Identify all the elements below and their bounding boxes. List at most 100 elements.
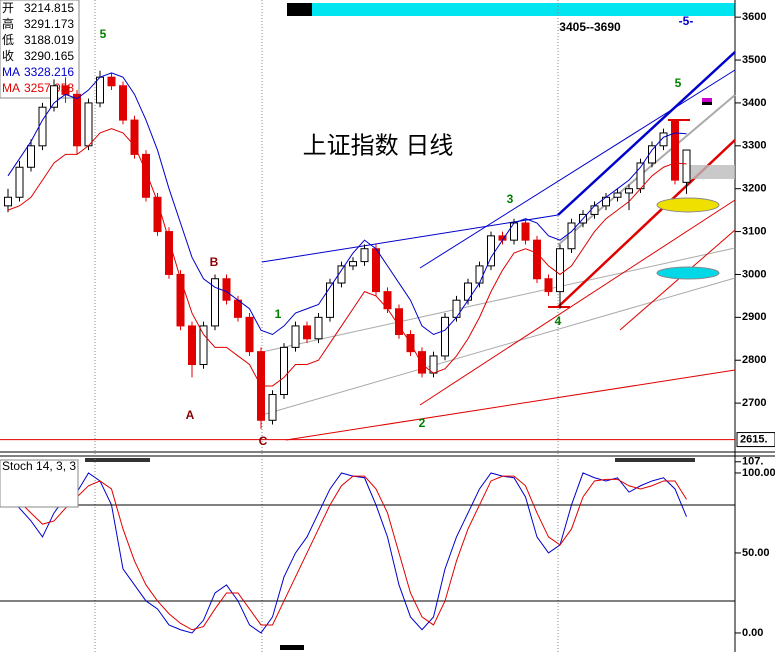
candle-body (27, 145, 35, 168)
target-ellipse (656, 197, 720, 213)
candle-body (38, 106, 47, 147)
flag (702, 102, 712, 105)
trend-lines (261, 51, 736, 441)
series-line (7, 128, 687, 387)
target-ellipse (656, 266, 720, 280)
annotation: B (210, 255, 219, 269)
y-tick-label: 2700 (742, 397, 766, 409)
candle-body (475, 265, 484, 284)
annotation: 3405--3690 (559, 20, 621, 34)
flag (702, 98, 712, 104)
y-tick-label: 3500 (742, 54, 766, 66)
candle-body (441, 316, 449, 357)
legend-bg (1, 66, 78, 80)
candle-body (119, 85, 127, 121)
series-line (7, 475, 687, 631)
scroll-bar (280, 645, 304, 650)
y-tick-label: 3600 (742, 11, 766, 23)
range-bar (312, 3, 735, 16)
candle-body (590, 205, 599, 215)
candle-body (199, 325, 208, 366)
candle-body (61, 85, 70, 95)
y-tick-label: 3200 (742, 183, 766, 195)
candle-body (510, 222, 518, 241)
candle-body (222, 278, 231, 301)
zone (690, 165, 735, 179)
annotation: -5- (679, 14, 694, 28)
candle-body (360, 248, 369, 263)
candle-body (280, 346, 288, 396)
legend-name: MA (2, 81, 20, 95)
candle-body (452, 299, 461, 318)
candle-body (372, 248, 380, 293)
legend-name: MA (2, 65, 20, 79)
info-value: 3291.173 (24, 17, 74, 31)
price-marker-label: 2615. (740, 433, 768, 445)
candle-body (648, 145, 656, 164)
y-tick-label: 0.00 (742, 627, 763, 639)
scroll-bar (85, 458, 150, 462)
candle-body (429, 355, 438, 374)
candle-body (314, 316, 323, 340)
candle-body (682, 149, 691, 183)
info-value: 3188.019 (24, 33, 74, 47)
candle-body (291, 325, 300, 348)
info-label: 收 (2, 49, 14, 63)
annotation: 2 (419, 416, 426, 430)
annotation: A (186, 408, 195, 422)
candle-body (142, 153, 150, 198)
candle-body (176, 273, 185, 327)
legend-bg (1, 82, 78, 96)
annotation: 3 (507, 192, 514, 206)
series-line (7, 472, 687, 634)
legend-box (0, 459, 79, 508)
chart-title: 上证指数 日线 (303, 132, 454, 159)
candle-body (73, 93, 81, 147)
series-line (7, 72, 687, 336)
annotation: 5 (675, 76, 682, 90)
candle-body (130, 119, 139, 155)
y-tick-label: 2800 (742, 354, 766, 366)
candle-body (4, 196, 12, 207)
y-tick-label: 3300 (742, 140, 766, 152)
candle-body (84, 102, 93, 147)
candle-body (326, 282, 334, 318)
stoch-title: Stoch 14, 3, 3 (2, 459, 76, 473)
info-value: 3290.165 (24, 49, 74, 63)
candle-body (613, 192, 622, 198)
candle-body (268, 394, 277, 421)
annotation: C (259, 434, 268, 448)
candle-body (96, 76, 104, 104)
candle-body (50, 85, 58, 108)
annotation: 5 (100, 27, 107, 41)
candle-body (165, 231, 173, 275)
candle-body (487, 235, 495, 267)
candle-body (418, 351, 426, 374)
info-label: 开 (2, 1, 14, 15)
candle-body (671, 119, 679, 181)
candle-body (15, 166, 24, 198)
legend-value: 3328.216 (24, 65, 74, 79)
candle-body (188, 325, 196, 366)
y-tick-label: 107. (742, 456, 763, 468)
scroll-bar (615, 458, 695, 462)
info-label: 高 (2, 16, 14, 31)
annotation: 4 (555, 314, 562, 328)
candle-body (567, 222, 576, 250)
y-tick-label: 50.00 (742, 547, 770, 559)
candle-body (349, 261, 357, 267)
candle-body (245, 316, 254, 353)
candle-body (395, 308, 403, 335)
candle-body (544, 278, 553, 293)
candle-body (107, 76, 116, 87)
y-tick-label: 3100 (742, 225, 766, 237)
candle-body (337, 265, 346, 284)
candle-body (659, 132, 668, 147)
candle-body (234, 299, 242, 318)
candle-body (625, 188, 633, 194)
price-marker-box (736, 432, 775, 448)
candle-body (533, 239, 541, 280)
y-tick-label: 3400 (742, 97, 766, 109)
